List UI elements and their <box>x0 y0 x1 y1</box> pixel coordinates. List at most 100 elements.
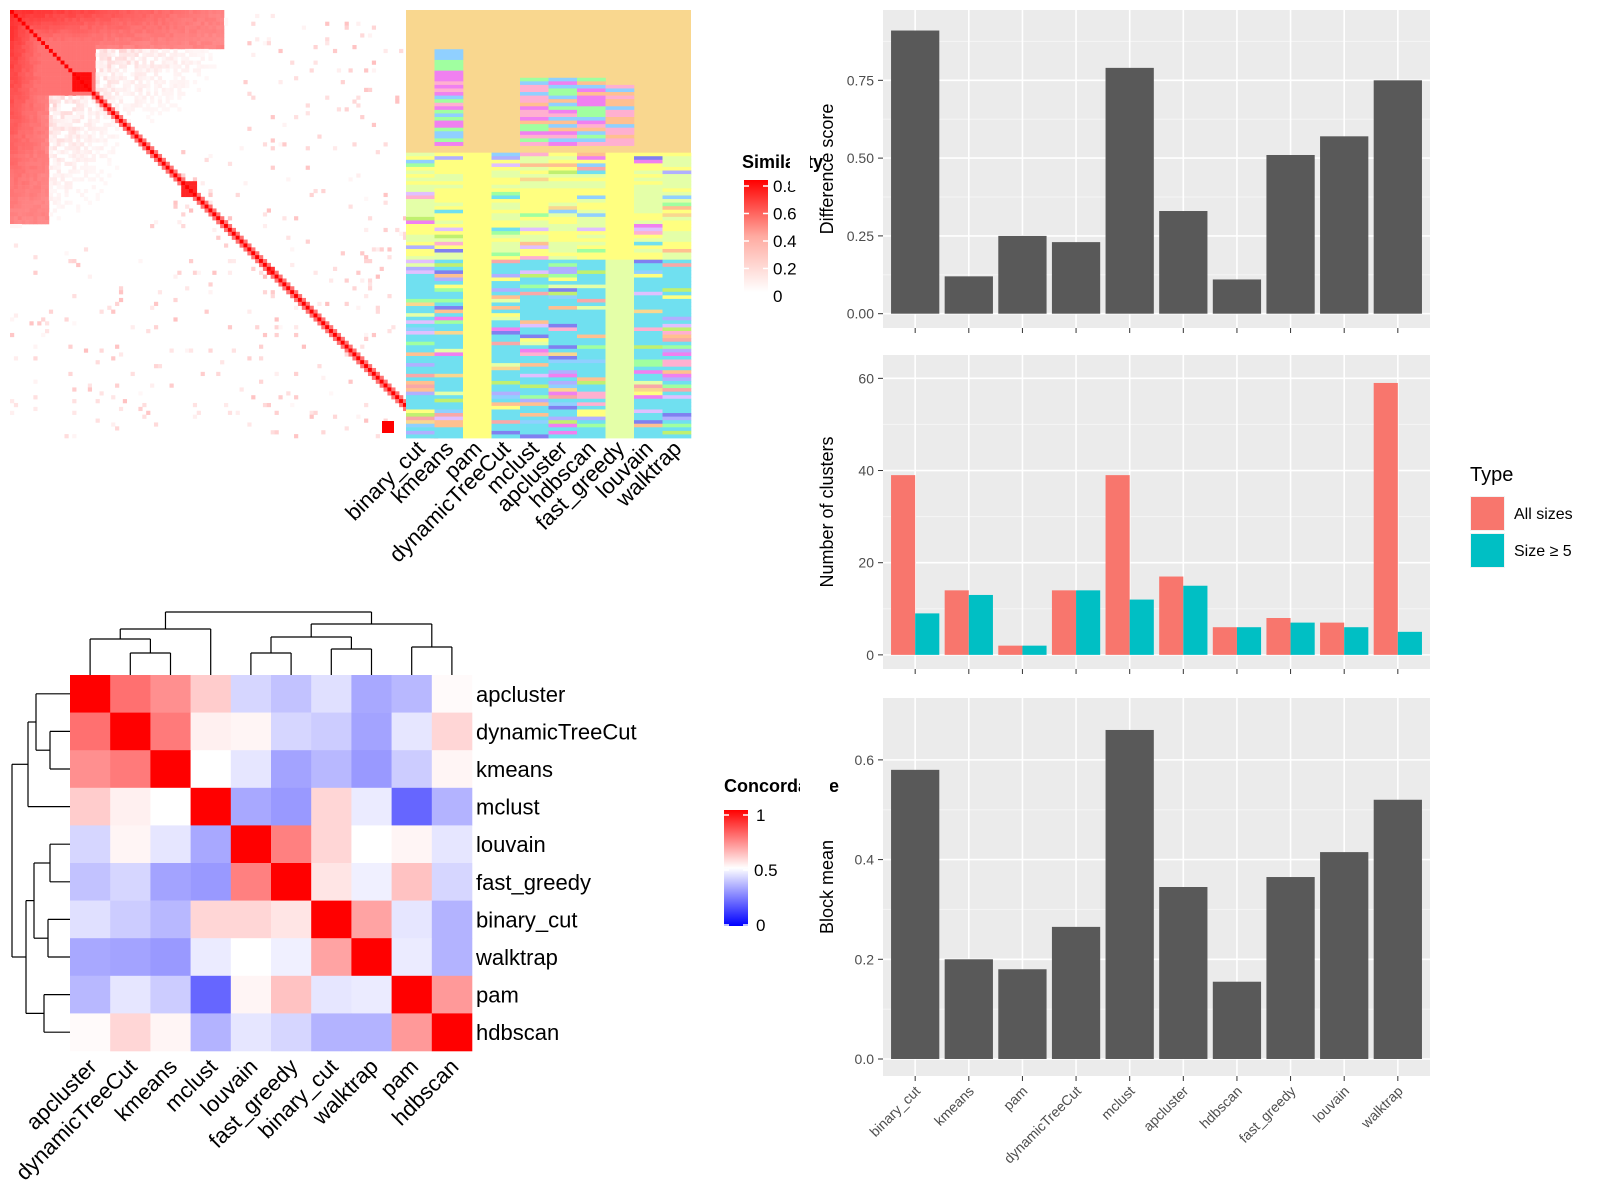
bar <box>1159 576 1184 655</box>
bar <box>998 645 1023 655</box>
concordance-colorbar <box>724 810 748 926</box>
bar <box>1022 645 1047 655</box>
y-tick-label: 0.0 <box>855 1051 875 1067</box>
bar <box>1373 382 1398 655</box>
y-tick-label: 0 <box>866 647 874 663</box>
concordance-row-label: walktrap <box>475 945 558 970</box>
concordance-row-label: dynamicTreeCut <box>476 719 637 744</box>
y-tick-label: 0.25 <box>847 228 874 244</box>
bar <box>1266 618 1291 655</box>
y-tick-label: 0.75 <box>847 72 874 88</box>
concordance-legend-tick: 0 <box>756 916 765 935</box>
column-dendrogram <box>89 611 453 675</box>
concordance-row-label: apcluster <box>476 682 565 707</box>
bar <box>1105 475 1130 655</box>
x-tick-label: mclust <box>1098 1083 1138 1123</box>
bar <box>915 613 940 655</box>
bar <box>1236 627 1262 655</box>
bar <box>891 475 916 655</box>
bar <box>944 276 993 314</box>
bar <box>1344 627 1369 655</box>
x-tick-label: fast_greedy <box>1236 1083 1299 1146</box>
x-tick-label: hdbscan <box>1196 1083 1245 1132</box>
x-tick-label: louvain <box>1310 1083 1353 1126</box>
bar <box>1212 627 1237 655</box>
concordance-row-label: pam <box>476 983 519 1008</box>
y-axis-title: Difference score <box>817 104 837 235</box>
similarity-matrix <box>10 10 439 439</box>
y-axis-title: Number of clusters <box>817 436 837 587</box>
legend-label: All sizes <box>1514 506 1573 523</box>
bar <box>1320 136 1369 314</box>
y-tick-label: 0.4 <box>855 852 875 868</box>
similarity-colorbar <box>744 180 768 292</box>
x-tick-label: walktrap <box>1357 1083 1406 1132</box>
bar <box>1266 877 1315 1059</box>
bar <box>891 769 940 1059</box>
similarity-column-labels: binary_cutkmeanspamdynamicTreeCutmclusta… <box>340 436 686 567</box>
similarity-legend-tick: 0.4 <box>773 232 797 251</box>
bar <box>1373 80 1422 314</box>
legend-swatch <box>1471 497 1504 530</box>
bar-chart-panel: 0.00 0.25 0.50 0.75 Difference score <box>817 10 1430 333</box>
similarity-legend-tick: 0.2 <box>773 260 797 279</box>
bar <box>891 30 940 314</box>
concordance-row-label: binary_cut <box>476 907 578 932</box>
bar <box>1051 242 1101 314</box>
bar <box>998 235 1047 314</box>
legend-label: Size ≥ 5 <box>1514 543 1572 560</box>
bar <box>1397 631 1422 655</box>
concordance-heatmap: apcluster dynamicTreeCut kmeans mclust louva… <box>11 611 839 1185</box>
y-axis-title: Block mean <box>817 840 837 934</box>
legend-title: Type <box>1470 464 1513 486</box>
bar-charts: 0.0 0 0.25 0.50 0.75 Difference score 0 20 40 60 N… <box>817 10 1573 1166</box>
concordance-row-labels: apcluster dynamicTreeCut kmeans mclust louva… <box>475 682 637 1045</box>
similarity-legend-tick: 0.6 <box>773 205 797 224</box>
legend-swatch <box>1471 534 1504 567</box>
similarity-heatmap: binary_cutkmeanspamdynamicTreeCutmclusta… <box>10 10 823 567</box>
bar <box>944 959 993 1059</box>
concordance-legend-tick: 1 <box>756 806 765 825</box>
concordance-row-label: louvain <box>476 832 546 857</box>
similarity-legend-tick: 0 <box>773 287 782 306</box>
x-tick-label: pam <box>1000 1083 1031 1114</box>
concordance-column-labels: apclusterdynamicTreeCutkmeansmclustlouva… <box>11 1054 464 1185</box>
bar <box>1129 599 1154 655</box>
bar <box>1076 590 1101 655</box>
concordance-row-label: hdbscan <box>476 1020 559 1045</box>
bar <box>1159 887 1208 1059</box>
similarity-legend-title: Similarity <box>742 152 823 172</box>
concordance-row-label: fast_greedy <box>476 870 591 895</box>
concordance-matrix <box>70 675 473 1052</box>
bar <box>1159 211 1208 314</box>
row-dendrogram <box>11 693 70 1033</box>
y-tick-label: 40 <box>858 463 874 479</box>
bar <box>1183 585 1208 655</box>
bar <box>944 590 969 655</box>
concordance-row-label: kmeans <box>476 757 553 782</box>
cluster-membership-columns <box>406 10 692 439</box>
bar <box>1320 852 1369 1059</box>
x-tick-label: apcluster <box>1140 1083 1192 1135</box>
concordance-legend-tick: 0.5 <box>754 861 778 880</box>
bar <box>1212 279 1262 314</box>
bar <box>1051 590 1077 655</box>
bar <box>998 969 1047 1059</box>
y-tick-label: 0.6 <box>855 752 875 768</box>
x-tick-label: binary_cut <box>866 1083 923 1140</box>
y-tick-label: 0.2 <box>855 951 875 967</box>
bar <box>1105 729 1154 1059</box>
y-tick-label: 60 <box>858 370 874 386</box>
type-legend: Type All sizes Size ≥ 5 <box>1470 464 1573 568</box>
bar-chart-panel: 0 20 40 60 Number of clusters <box>817 355 1430 674</box>
bar <box>1373 799 1422 1059</box>
y-tick-label: 0.50 <box>847 150 874 166</box>
similarity-legend: Similarity 0.80.60.40.20 <box>742 152 823 306</box>
x-tick-label: kmeans <box>931 1083 977 1129</box>
bar-chart-panel: 0.0 0.2 0.4 0.6 Block mean binary_cut kmeans pa… <box>817 698 1430 1166</box>
bar <box>1051 926 1101 1059</box>
bar <box>1105 67 1154 314</box>
bar <box>1290 622 1315 655</box>
y-tick-label: 20 <box>858 555 874 571</box>
bar <box>968 594 993 655</box>
